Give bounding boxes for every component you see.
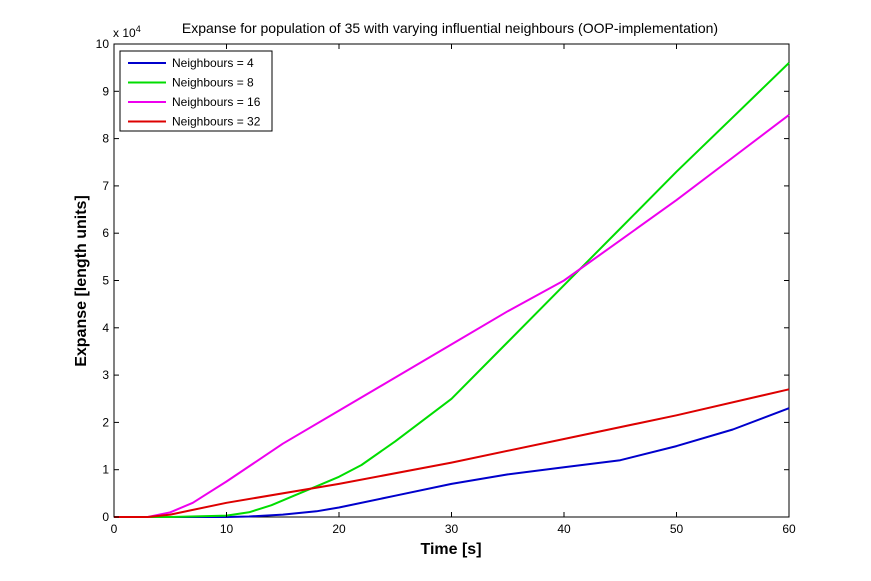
y-tick-label: 8 xyxy=(102,132,109,146)
exponent-label: x 104 xyxy=(113,24,141,40)
x-tick-label: 10 xyxy=(220,522,234,536)
y-tick-label: 0 xyxy=(102,510,109,524)
series-line-1 xyxy=(114,407,790,518)
legend: Neighbours = 4 Neighbours = 8 Neighbours =… xyxy=(119,50,273,132)
x-tick-label: 30 xyxy=(445,522,459,536)
y-tick-label: 1 xyxy=(102,463,109,477)
exponent-base: x 10 xyxy=(113,26,136,40)
y-tick-label: 6 xyxy=(102,226,109,240)
y-tick-label: 7 xyxy=(102,179,109,193)
series-line-2 xyxy=(114,62,790,518)
y-tick-label: 3 xyxy=(102,368,109,382)
y-tick-label: 10 xyxy=(96,37,110,51)
ticks-layer: 0 10 20 30 40 50 60 0 1 2 3 4 5 6 7 8 9 10 xyxy=(96,37,796,536)
legend-label-1: Neighbours = 4 xyxy=(172,56,254,70)
x-tick-label: 40 xyxy=(557,522,571,536)
chart-title: Expanse for population of 35 with varyin… xyxy=(182,20,718,36)
y-tick-label: 9 xyxy=(102,84,109,98)
x-tick-label: 60 xyxy=(782,522,796,536)
series-layer xyxy=(114,62,790,518)
legend-label-2: Neighbours = 8 xyxy=(172,76,254,90)
x-tick-label: 20 xyxy=(332,522,346,536)
x-tick-label: 0 xyxy=(111,522,118,536)
series-line-3 xyxy=(114,114,790,518)
series-line-4 xyxy=(114,388,790,518)
y-axis-label: Expanse [length units] xyxy=(73,195,90,367)
y-tick-label: 4 xyxy=(102,321,109,335)
y-tick-label: 5 xyxy=(102,274,109,288)
legend-box xyxy=(119,50,273,132)
y-tick-label: 2 xyxy=(102,415,109,429)
legend-label-4: Neighbours = 32 xyxy=(172,115,261,129)
x-tick-label: 50 xyxy=(670,522,684,536)
exponent-power: 4 xyxy=(136,24,141,34)
legend-label-3: Neighbours = 16 xyxy=(172,95,261,109)
x-axis-label: Time [s] xyxy=(420,541,481,558)
